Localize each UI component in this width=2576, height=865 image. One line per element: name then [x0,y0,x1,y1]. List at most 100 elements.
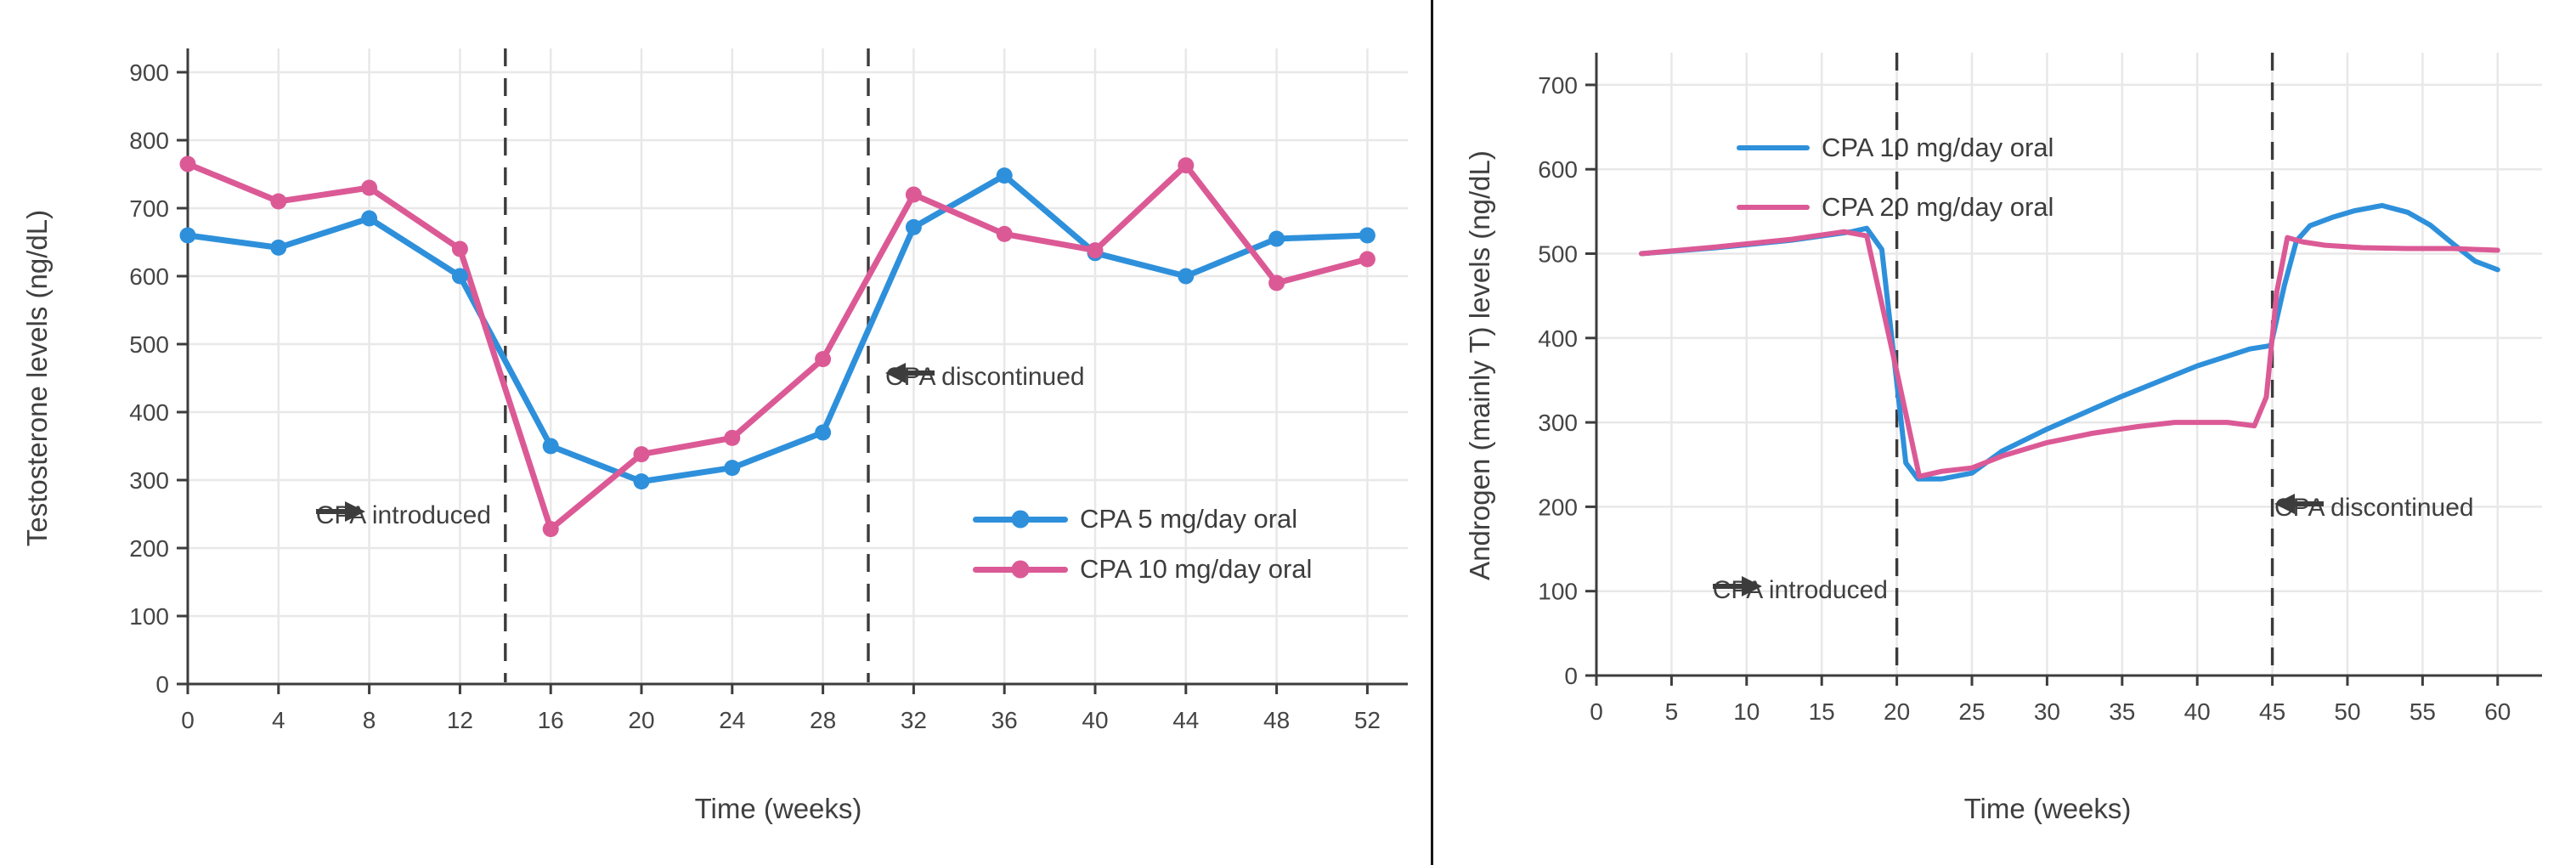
x-tick-label: 44 [1172,707,1199,733]
testosterone-chart-plot: 0 4 8 12 16 20 24 28 32 36 40 44 48 52010020030040050… [129,48,1408,733]
data-point-marker [451,268,468,285]
y-tick-label: 400 [129,399,169,426]
data-point-marker [270,239,287,256]
legend-item-cpa10: CPA 10 mg/day oral [973,554,1312,585]
x-tick-label: 25 [1958,698,1985,725]
x-tick-label: 35 [2109,698,2135,725]
y-tick-label: 100 [1538,579,1578,605]
legend-label: CPA 5 mg/day oral [1080,504,1298,534]
x-tick-label: 36 [991,707,1018,733]
panel-divider [1431,0,1433,865]
arrow-right-icon [315,501,365,522]
chart-panel-testosterone: 0 4 8 12 16 20 24 28 32 36 40 44 48 52 0 100 200 300 400 50… [21,48,1408,824]
legend-item-cpa10: CPA 10 mg/day oral [1737,133,2053,163]
legend-label: CPA 10 mg/day oral [1080,554,1313,584]
x-tick-label: 40 [2184,698,2211,725]
x-tick-label: 52 [1354,707,1381,733]
x-tick-label: 20 [628,707,654,733]
data-point-marker [270,193,287,210]
x-tick-label: 40 [1082,707,1108,733]
y-tick-label: 700 [129,195,169,222]
data-point-marker [542,438,559,455]
y-axis-title: Androgen (mainly T) levels (ng/dL) [1464,150,1495,580]
annotation-cpa-introduced: CPA introduced [315,500,491,531]
annotation-cpa-discontinued: CPA discontinued [2274,493,2474,523]
series-line [184,161,1370,533]
legend-label: CPA 20 mg/day oral [1822,192,2054,222]
legend-line-swatch [973,510,1068,529]
x-tick-label: 48 [1263,707,1290,733]
y-tick-label: 500 [1538,241,1578,268]
legend-item-cpa20: CPA 20 mg/day oral [1737,192,2053,223]
x-tick-label: 30 [2034,698,2060,725]
data-point-marker [1268,230,1285,247]
data-point-marker [905,218,922,235]
y-tick-label: 900 [129,59,169,86]
x-tick-label: 32 [901,707,927,733]
data-point-marker [633,446,650,463]
legend-marker-dot [1011,510,1030,529]
data-point-marker [1178,157,1195,174]
data-point-marker [1268,274,1285,291]
series-line [1639,202,2500,482]
data-point-marker [179,227,196,244]
data-point-marker [905,186,922,203]
y-tick-label: 800 [129,127,169,154]
y-tick-label: 600 [1538,156,1578,183]
y-tick-label: 0 [155,671,169,698]
data-point-marker [996,167,1013,184]
annotation-cpa-discontinued: CPA discontinued [885,362,1085,393]
x-tick-label: 16 [538,707,564,733]
y-tick-label: 700 [1538,72,1578,99]
y-tick-label: 200 [129,535,169,562]
data-point-marker [1359,251,1376,268]
x-tick-label: 28 [810,707,836,733]
legend-line-swatch [1737,205,1810,210]
x-tick-label: 5 [1665,698,1679,725]
legend-item-cpa5: CPA 5 mg/day oral [973,504,1297,534]
arrow-left-icon [2274,494,2324,514]
y-axis-title: Testosterone levels (ng/dL) [21,209,53,547]
data-point-marker [1359,227,1376,244]
data-point-marker [1087,242,1104,259]
androgen-chart-plot: 0 5 10 15 20 25 30 35 40 45 50 55 600100200300400500… [1538,53,2542,725]
data-point-marker [361,210,378,227]
data-point-marker [815,351,832,368]
data-point-marker [1178,268,1195,285]
chart-panel-androgen: 0 5 10 15 20 25 30 35 40 45 50 55 60 0 100 200 300 400 500… [1433,0,2576,865]
data-point-marker [996,225,1013,242]
x-axis-title: Time (weeks) [1963,793,2132,824]
data-point-marker [724,429,741,446]
legend-marker-dot [1011,560,1030,579]
x-tick-label: 60 [2484,698,2511,725]
arrow-right-icon [1712,576,1762,596]
x-tick-label: 10 [1733,698,1760,725]
x-tick-label: 4 [272,707,285,733]
y-tick-label: 300 [129,467,169,494]
series-line [1639,229,2500,479]
annotation-cpa-introduced: CPA introduced [1712,575,1888,606]
data-point-marker [542,521,559,538]
x-tick-label: 20 [1884,698,1910,725]
series-line [184,172,1370,485]
annotation-text: CPA discontinued [885,363,1085,391]
annotation-text: CPA discontinued [2274,494,2474,522]
x-tick-label: 50 [2334,698,2360,725]
x-tick-label: 12 [447,707,473,733]
x-tick-label: 24 [719,707,745,733]
data-point-marker [179,155,196,172]
y-tick-label: 500 [129,331,169,358]
y-tick-label: 400 [1538,325,1578,352]
y-tick-label: 200 [1538,494,1578,520]
data-point-marker [633,473,650,490]
y-tick-label: 600 [129,263,169,290]
x-tick-label: 8 [363,707,376,733]
x-tick-label: 45 [2259,698,2285,725]
x-tick-label: 0 [1590,698,1603,725]
x-tick-label: 15 [1809,698,1835,725]
data-point-marker [724,460,741,477]
x-axis-title: Time (weeks) [694,793,862,824]
data-point-marker [451,240,468,257]
legend-line-swatch [973,560,1068,579]
